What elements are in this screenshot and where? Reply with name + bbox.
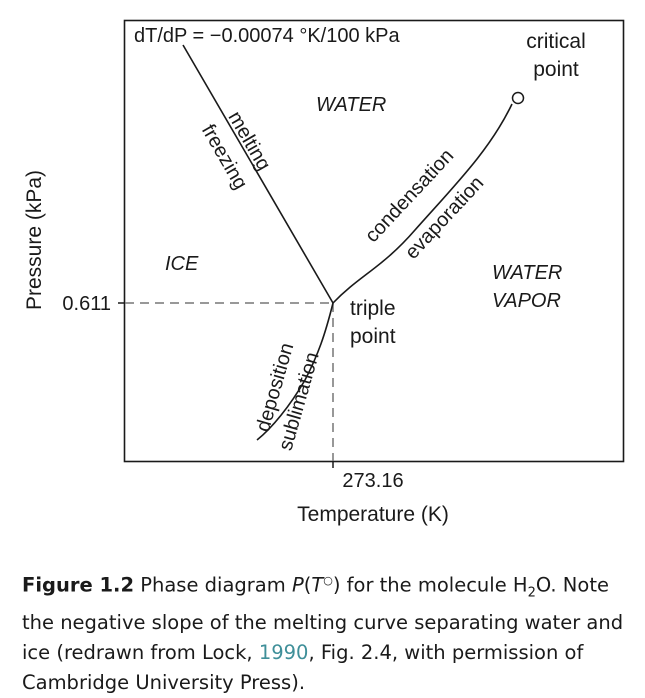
sublimation-curve bbox=[256, 302, 334, 441]
plot-frame bbox=[123, 19, 625, 463]
critical-point-marker bbox=[511, 91, 525, 105]
region-vapor-label-line2: VAPOR bbox=[492, 290, 561, 312]
triple-point-label-line1: triple bbox=[350, 297, 396, 320]
region-ice-label: ICE bbox=[165, 253, 199, 275]
caption-p-symbol: P bbox=[291, 573, 304, 597]
caption-text-part2: for the molecule H bbox=[340, 573, 528, 597]
caption-paren-open: ( bbox=[303, 573, 312, 597]
region-water-label: WATER bbox=[316, 94, 386, 116]
melting-curve bbox=[182, 44, 334, 304]
caption-paren-close: ) bbox=[332, 573, 341, 597]
critical-point-label-line2: point bbox=[533, 58, 579, 81]
region-vapor-label-line1: WATER bbox=[492, 262, 562, 284]
phase-diagram: dT/dP = −0.00074 °K/100 kPa critical poi… bbox=[23, 19, 625, 526]
y-axis-label: Pressure (kPa) bbox=[23, 170, 46, 310]
x-axis-label: Temperature (K) bbox=[297, 503, 449, 526]
caption-t-symbol: T bbox=[311, 573, 324, 597]
critical-point-label-line1: critical bbox=[526, 30, 586, 53]
caption-t-superscript: ○ bbox=[323, 574, 333, 587]
figure-label: Figure 1.2 bbox=[22, 573, 135, 597]
x-tick-label: 273.16 bbox=[342, 470, 403, 492]
figure-caption: Figure 1.2 Phase diagram P(T○) for the m… bbox=[22, 566, 632, 698]
triple-point-label-line2: point bbox=[350, 325, 396, 348]
caption-text-part1: Phase diagram bbox=[134, 573, 292, 597]
slope-formula: dT/dP = −0.00074 °K/100 kPa bbox=[134, 25, 400, 47]
citation-link[interactable]: 1990 bbox=[258, 641, 309, 665]
y-tick-label: 0.611 bbox=[62, 293, 111, 315]
caption-text-part3: O. Note the negative slope of the meltin… bbox=[22, 573, 624, 665]
vaporization-curve bbox=[332, 103, 513, 304]
caption-h2o-subscript: 2 bbox=[527, 585, 536, 601]
